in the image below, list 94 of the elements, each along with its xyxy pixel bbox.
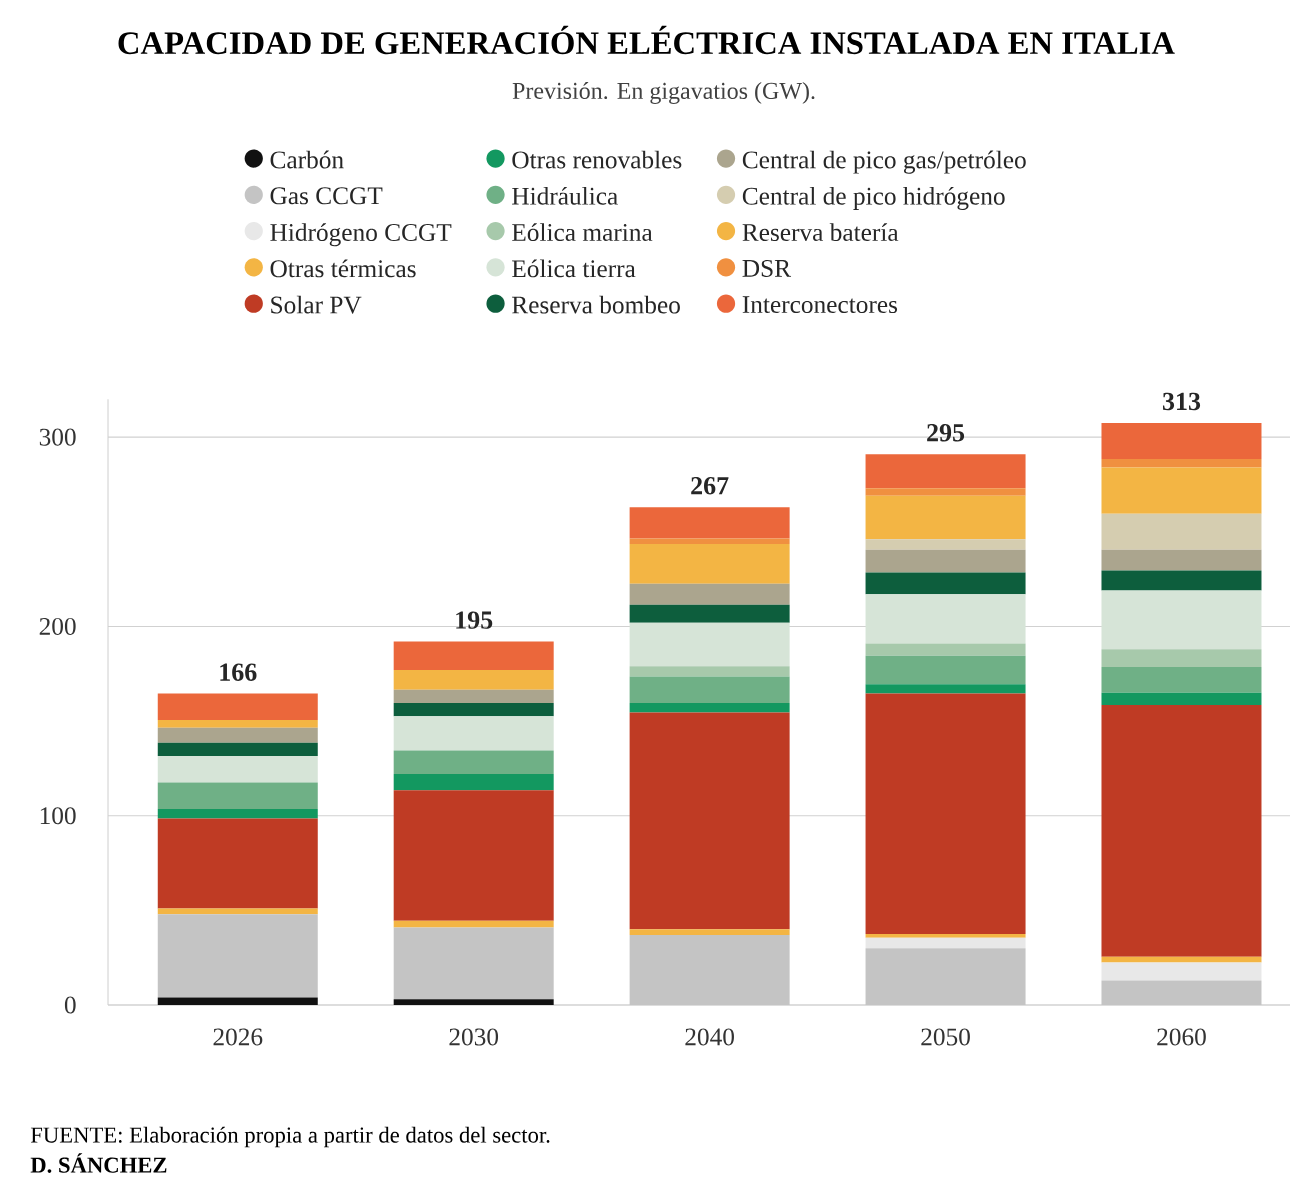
bar: [629, 538, 790, 545]
bar: [629, 676, 790, 704]
bar: [393, 703, 554, 717]
total-label: 313: [1162, 392, 1201, 411]
bar: [157, 727, 318, 743]
bar: [865, 495, 1026, 540]
bar: [1101, 704, 1262, 957]
bar: [629, 507, 790, 539]
bar: [157, 997, 318, 1006]
bar: [393, 920, 554, 928]
bar: [1101, 570, 1262, 591]
bar: [865, 454, 1026, 489]
legend-label: Gas CCGT: [270, 187, 383, 205]
legend-label: Solar PV: [271, 295, 362, 314]
y-tick-label: 300: [39, 428, 76, 446]
bar: [157, 720, 318, 728]
bar: [157, 782, 318, 810]
bar: [865, 643, 1026, 656]
bar: [629, 583, 790, 605]
bar: [1101, 549, 1262, 571]
legend-label: Central de pico hidrógeno: [742, 186, 1005, 210]
bar: [865, 539, 1026, 550]
bar: [1101, 467, 1262, 514]
legend-label: Otras renovables: [512, 150, 682, 169]
legend-label: Reserva bombeo: [512, 295, 680, 314]
bar: [629, 666, 790, 677]
bar: [865, 572, 1026, 595]
total-label: 267: [691, 476, 729, 495]
bar: [157, 756, 318, 783]
bar: [157, 809, 318, 819]
total-label: 195: [456, 611, 493, 629]
chart-subtitle: Previsión. En gigavatios (GW).: [512, 82, 815, 104]
bar: [629, 544, 790, 584]
bar: [1101, 649, 1262, 668]
bar: [629, 712, 790, 930]
bar: [157, 908, 318, 915]
legend-label: Hidrógeno CCGT: [270, 223, 452, 247]
bar: [865, 655, 1026, 685]
chart-title: CAPACIDAD DE GENERACIÓN ELÉCTRICA INSTALADA EN ITALIA: [118, 25, 1175, 55]
bar: [1101, 513, 1262, 550]
x-tick-label: 2040: [685, 1028, 734, 1046]
legend-label: Hidráulica: [512, 186, 618, 205]
x-tick-label: 2050: [921, 1028, 970, 1046]
bar: [865, 948, 1026, 1006]
y-tick-label: 200: [39, 617, 76, 635]
x-tick-label: 2060: [1157, 1028, 1206, 1046]
bar: [865, 549, 1026, 573]
bar: [1101, 692, 1262, 705]
bar: [1101, 590, 1262, 650]
bar: [1101, 980, 1262, 1006]
bar: [393, 774, 554, 791]
legend-label: Interconectores: [742, 296, 898, 314]
legend-label: Eólica marina: [512, 223, 653, 242]
bar: [393, 999, 554, 1006]
source-note: FUENTE: Elaboración propia a partir de datos del sector.: [30, 1126, 550, 1148]
bar: [157, 914, 318, 998]
legend-label: Carbón: [270, 150, 344, 169]
y-tick-label: 0: [64, 996, 76, 1014]
y-tick-label: 100: [40, 807, 76, 825]
bar: [393, 790, 554, 921]
bar: [1101, 667, 1262, 693]
legend-label: Eólica tierra: [512, 259, 636, 278]
bar: [629, 622, 790, 667]
bar: [1101, 458, 1262, 468]
bar: [629, 929, 790, 935]
bar: [1101, 962, 1262, 981]
bar: [865, 934, 1026, 938]
legend-label: DSR: [742, 259, 792, 277]
bar: [1101, 422, 1262, 459]
bar: [865, 488, 1026, 496]
x-tick-label: 2026: [213, 1028, 263, 1046]
bar: [157, 742, 318, 757]
bar: [865, 594, 1026, 644]
legend-label: Central de pico gas/petróleo: [742, 150, 1026, 174]
x-tick-label: 2030: [449, 1028, 499, 1046]
bar: [393, 641, 554, 670]
legend-label: Otras térmicas: [270, 259, 416, 278]
legend-label: Reserva batería: [742, 223, 899, 242]
total-label: 295: [927, 423, 965, 442]
bar: [393, 669, 554, 690]
bar: [393, 716, 554, 751]
text: D. SÁNCHEZ: [30, 1153, 167, 1173]
bar: [629, 604, 790, 623]
bar: [157, 818, 318, 909]
bar: [865, 937, 1026, 949]
bar: [865, 693, 1026, 935]
bar: [393, 689, 554, 704]
bar: [157, 693, 318, 721]
bar: [865, 684, 1026, 694]
bar: [629, 703, 790, 713]
bar: [393, 750, 554, 775]
total-label: 166: [220, 663, 257, 681]
bar: [393, 927, 554, 1000]
bar: [629, 934, 790, 1006]
